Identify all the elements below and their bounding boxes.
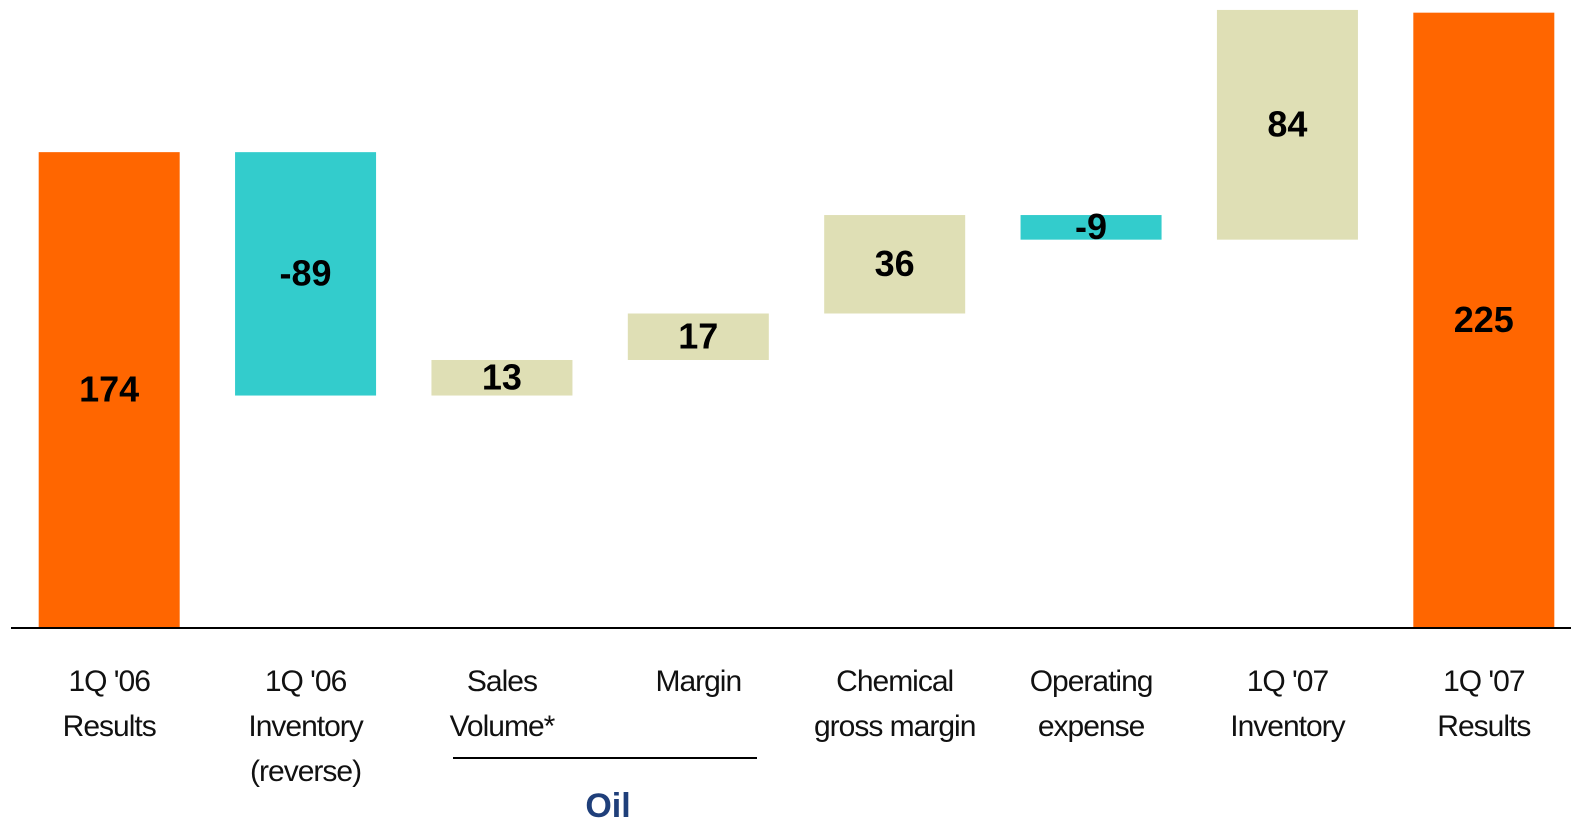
- bar: [1020, 215, 1162, 240]
- value-label: 36: [875, 243, 915, 284]
- group-label: Oil: [585, 787, 630, 825]
- bar: [1413, 12, 1555, 629]
- x-tick-label: Inventory: [248, 710, 363, 743]
- x-tick-label: 1Q '07: [1247, 665, 1329, 698]
- x-tick-label: 1Q '06: [68, 665, 150, 698]
- x-tick-label: 1Q '07: [1443, 665, 1525, 698]
- x-tick-label: Margin: [655, 665, 741, 698]
- value-label: -89: [280, 252, 332, 293]
- bar: [235, 152, 377, 396]
- bar: [627, 313, 769, 360]
- value-label: -9: [1075, 206, 1107, 247]
- x-tick-label: Chemical: [836, 665, 953, 698]
- bar: [824, 215, 966, 314]
- x-tick-label: Volume*: [450, 710, 556, 743]
- x-tick-label: Results: [1437, 710, 1530, 743]
- x-tick-label: expense: [1038, 710, 1145, 743]
- x-tick-label: gross margin: [814, 710, 975, 743]
- bar: [431, 359, 573, 396]
- x-tick-label: (reverse): [250, 755, 361, 788]
- value-label: 13: [482, 356, 522, 397]
- x-tick-label: Sales: [467, 665, 537, 698]
- bar: [38, 152, 180, 628]
- value-label: 174: [79, 369, 139, 410]
- x-tick-label: Operating: [1030, 665, 1153, 698]
- x-tick-label: Inventory: [1230, 710, 1345, 743]
- value-label: 17: [678, 315, 718, 356]
- bar: [1216, 9, 1358, 240]
- value-label: 84: [1267, 103, 1307, 144]
- x-tick-label: 1Q '06: [265, 665, 347, 698]
- x-tick-label: Results: [63, 710, 156, 743]
- value-label: 225: [1454, 299, 1514, 340]
